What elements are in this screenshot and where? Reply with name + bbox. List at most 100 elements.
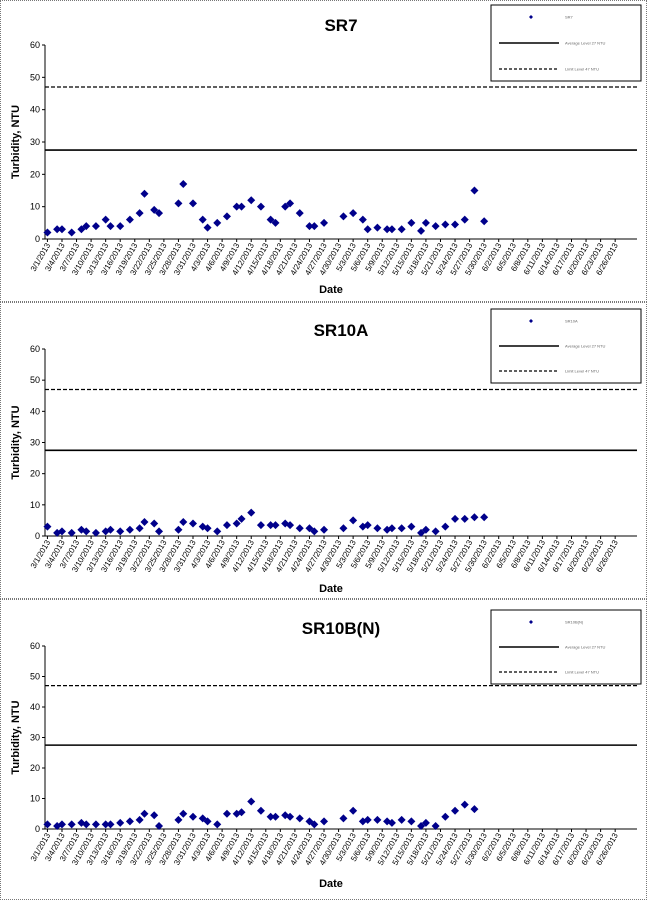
data-point xyxy=(155,527,164,536)
data-point xyxy=(460,800,469,809)
y-axis-label: Turbidity, NTU xyxy=(10,405,22,479)
y-tick-label: 60 xyxy=(30,344,40,354)
y-tick-label: 40 xyxy=(30,105,40,115)
data-point xyxy=(431,821,440,830)
y-tick-label: 30 xyxy=(30,438,40,448)
data-point xyxy=(125,817,134,826)
data-point xyxy=(189,199,197,208)
data-point xyxy=(106,820,115,829)
data-point xyxy=(470,805,479,814)
data-point xyxy=(213,218,222,227)
data-point xyxy=(116,527,125,536)
data-point xyxy=(82,527,91,536)
data-point xyxy=(480,513,489,522)
data-point xyxy=(237,514,246,523)
data-point xyxy=(106,525,115,534)
data-point xyxy=(397,524,406,533)
legend-entry: Average Level 27 NTU xyxy=(565,41,606,46)
data-point xyxy=(91,528,100,537)
data-point xyxy=(305,222,314,231)
data-point xyxy=(232,202,241,211)
data-point xyxy=(363,225,372,234)
data-point xyxy=(57,225,66,234)
data-point xyxy=(266,215,275,224)
data-point xyxy=(155,209,164,218)
legend-entry: Average Level 27 NTU xyxy=(565,645,606,650)
data-point xyxy=(470,186,479,195)
data-point xyxy=(310,222,319,231)
data-point xyxy=(135,524,144,533)
data-point xyxy=(363,815,372,824)
data-point xyxy=(320,218,329,227)
chart-panel-sr10a: SR10A 0 10 20 30 40 50 60 3/1/2013 3/4/2013 3/7/20… xyxy=(0,302,647,599)
data-point xyxy=(179,809,188,818)
data-point xyxy=(281,202,290,211)
data-point xyxy=(101,820,110,829)
data-point xyxy=(451,806,460,815)
data-point xyxy=(198,522,207,531)
data-point xyxy=(256,521,265,530)
data-point xyxy=(417,226,426,235)
y-tick-label: 20 xyxy=(30,169,40,179)
data-point xyxy=(82,222,91,231)
data-point xyxy=(179,517,188,526)
data-point xyxy=(77,225,86,234)
data-point xyxy=(363,521,372,530)
data-point xyxy=(421,525,430,534)
data-point xyxy=(417,528,426,537)
y-tick-label: 0 xyxy=(35,531,40,541)
data-point xyxy=(198,814,207,823)
data-point xyxy=(431,527,440,536)
x-axis-label: Date xyxy=(319,878,343,890)
legend-marker xyxy=(529,15,533,19)
data-point xyxy=(441,812,450,821)
y-tick-label: 40 xyxy=(30,702,40,712)
chart-panel-sr10b-n: SR10B(N) 0 10 20 30 40 50 60 3/1/2013 3/4/2013 3/7… xyxy=(0,599,647,900)
data-point xyxy=(106,222,115,231)
data-point xyxy=(397,225,406,234)
y-tick-label: 60 xyxy=(30,641,40,651)
data-point xyxy=(383,225,392,234)
data-point xyxy=(286,812,295,821)
chart-svg-sr10b-n: SR10B(N)01020304050603/1/20133/4/20133/7… xyxy=(10,609,642,890)
data-point xyxy=(295,209,304,218)
data-point xyxy=(460,215,469,224)
y-tick-label: 10 xyxy=(30,202,40,212)
data-point xyxy=(174,815,183,824)
y-tick-label: 50 xyxy=(30,72,40,82)
data-point xyxy=(358,215,367,224)
data-point xyxy=(266,812,275,821)
legend-entry: Limit Level 47 NTU xyxy=(565,369,599,374)
legend-marker xyxy=(529,620,533,624)
data-point xyxy=(431,222,440,231)
data-point xyxy=(116,222,125,231)
data-point xyxy=(222,521,231,530)
legend-entry: Limit Level 47 NTU xyxy=(565,67,599,72)
data-point xyxy=(339,814,348,823)
data-point xyxy=(67,228,76,237)
data-point xyxy=(140,189,149,198)
y-tick-label: 0 xyxy=(35,234,40,244)
data-point xyxy=(339,212,348,221)
data-point xyxy=(189,519,197,528)
y-tick-label: 50 xyxy=(30,375,40,385)
data-point xyxy=(271,218,280,227)
chart-title: SR10A xyxy=(314,321,369,340)
data-point xyxy=(135,209,144,218)
data-point xyxy=(150,205,159,214)
y-tick-label: 20 xyxy=(30,763,40,773)
data-point xyxy=(67,528,76,537)
y-axis-label: Turbidity, NTU xyxy=(10,700,22,774)
y-tick-label: 0 xyxy=(35,824,40,834)
legend-entry: SR10A xyxy=(565,319,578,324)
data-point xyxy=(451,514,460,523)
data-point xyxy=(43,228,52,237)
data-point xyxy=(286,199,295,208)
data-point xyxy=(349,209,358,218)
data-point xyxy=(387,818,396,827)
data-point xyxy=(320,525,329,534)
data-point xyxy=(286,521,295,530)
data-point xyxy=(349,516,358,525)
data-point xyxy=(295,524,304,533)
data-point xyxy=(203,223,212,232)
